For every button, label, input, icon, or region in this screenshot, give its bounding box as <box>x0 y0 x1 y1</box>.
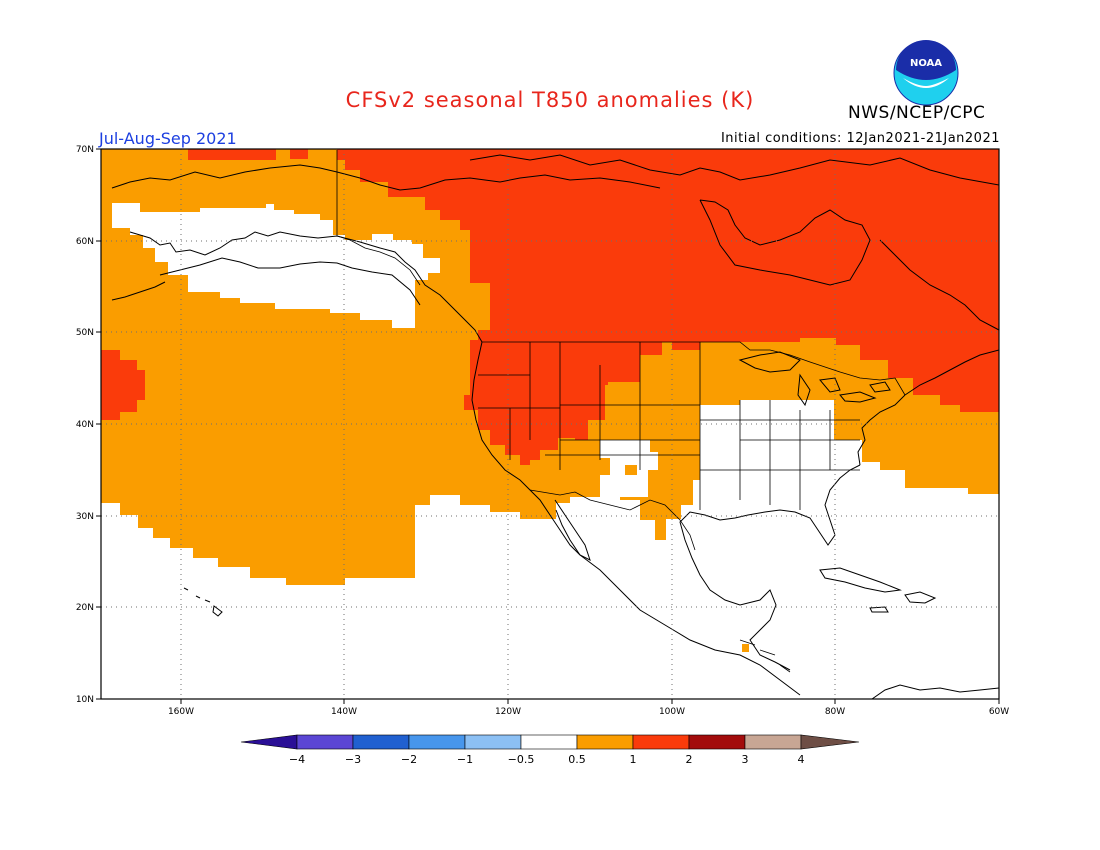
axis-ticks <box>96 148 1000 704</box>
map-title: CFSv2 seasonal T850 anomalies (K) <box>345 88 755 112</box>
colorbar-cell <box>296 734 354 750</box>
orange-spot <box>655 520 665 538</box>
political-borders <box>336 150 906 673</box>
colorbar-cell <box>632 734 690 750</box>
colorbar-tick-label: −1 <box>457 753 473 766</box>
colorbar-tick-label: −3 <box>345 753 361 766</box>
colorbar-tick-label: 3 <box>742 753 749 766</box>
lon-label: 120W <box>495 707 521 717</box>
anomaly-region-1-2-east-pacific <box>101 350 145 420</box>
lon-label: 80W <box>825 707 845 717</box>
colorbar-cell <box>520 734 578 750</box>
colorbar-cell <box>744 734 802 750</box>
noaa-logo: NOAA <box>893 40 959 106</box>
gulf-coast <box>679 464 861 671</box>
agency-label: NWS/NCEP/CPC <box>848 103 986 123</box>
lat-label: 10N <box>76 695 94 705</box>
lat-label: 60N <box>76 237 94 247</box>
colorbar-tick-label: −0.5 <box>508 753 535 766</box>
colorbar-tick-label: 1 <box>630 753 637 766</box>
hudson-bay <box>699 199 871 286</box>
lat-label: 70N <box>76 145 94 155</box>
arctic-islands <box>469 154 999 186</box>
hawaii-islands <box>183 587 223 617</box>
lat-label: 40N <box>76 420 94 430</box>
labrador-coast <box>879 239 999 331</box>
us-west-coast <box>471 341 581 556</box>
coastlines <box>111 154 999 699</box>
south-america-coast <box>871 684 999 699</box>
lon-label: 60W <box>989 707 1009 717</box>
longitude-labels: 160W 140W 120W 100W 80W 60W <box>168 707 1009 717</box>
lat-label: 50N <box>76 328 94 338</box>
anomaly-field <box>101 149 999 699</box>
colorbar-high-arrow <box>800 734 860 750</box>
lat-ticks <box>96 148 101 700</box>
latitude-labels: 70N 60N 50N 40N 30N 20N 10N <box>76 145 94 705</box>
alaska-south-coast <box>159 257 421 306</box>
colorbar-labels: −4 −3 −2 −1 −0.5 0.5 1 2 3 4 <box>289 753 805 766</box>
lon-ticks <box>180 699 1000 704</box>
us-state-lines <box>478 342 860 510</box>
anomaly-region-1-2-north-pacific-strip <box>188 149 276 160</box>
season-label: Jul-Aug-Sep 2021 <box>99 129 237 148</box>
alaska-neutral-patch <box>112 203 440 328</box>
mexico-west-coast <box>579 554 801 696</box>
canada-arctic-coast <box>336 171 661 191</box>
lat-label: 20N <box>76 603 94 613</box>
noaa-logo-text: NOAA <box>910 58 942 69</box>
lon-label: 160W <box>168 707 194 717</box>
alaska-canada-border <box>336 150 421 286</box>
aleutian-islands <box>111 281 166 301</box>
colorbar <box>240 734 860 750</box>
colorbar-cell <box>464 734 522 750</box>
colorbar-cell <box>576 734 634 750</box>
orange-spot <box>742 644 749 652</box>
anomaly-region-1-2 <box>337 149 999 465</box>
orange-spot <box>625 465 637 475</box>
us-canada-border <box>482 341 906 396</box>
colorbar-tick-label: −2 <box>401 753 417 766</box>
hispaniola <box>904 591 937 604</box>
colorbar-cell <box>688 734 746 750</box>
alaska-north-coast <box>111 164 338 189</box>
anomaly-region-1-2-north-pacific-strip <box>290 149 308 159</box>
great-lakes <box>738 351 891 407</box>
colorbar-tick-label: −4 <box>289 753 305 766</box>
jamaica <box>869 606 889 613</box>
us-mexico-border <box>529 489 696 551</box>
central-america-borders <box>739 639 791 673</box>
colorbar-cell <box>408 734 466 750</box>
colorbar-tick-label: 2 <box>686 753 693 766</box>
colorbar-cell <box>352 734 410 750</box>
baja-california <box>554 499 591 561</box>
colorbar-tick-label: 4 <box>798 753 805 766</box>
lon-label: 140W <box>331 707 357 717</box>
colorbar-tick-label: 0.5 <box>568 753 586 766</box>
graticule <box>101 149 999 699</box>
initial-conditions-label: Initial conditions: 12Jan2021-21Jan2021 <box>720 131 1000 146</box>
lon-label: 100W <box>659 707 685 717</box>
colorbar-low-arrow <box>240 734 298 750</box>
us-southeast-neutral-patch <box>101 405 999 699</box>
lat-label: 30N <box>76 512 94 522</box>
alaska-coastline <box>129 231 483 343</box>
maritimes-coast <box>904 349 999 396</box>
